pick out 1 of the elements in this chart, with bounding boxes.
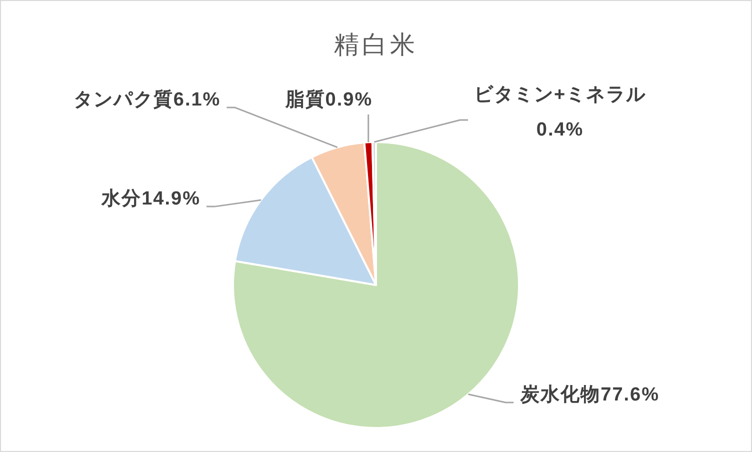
title: 精白米: [334, 31, 418, 59]
